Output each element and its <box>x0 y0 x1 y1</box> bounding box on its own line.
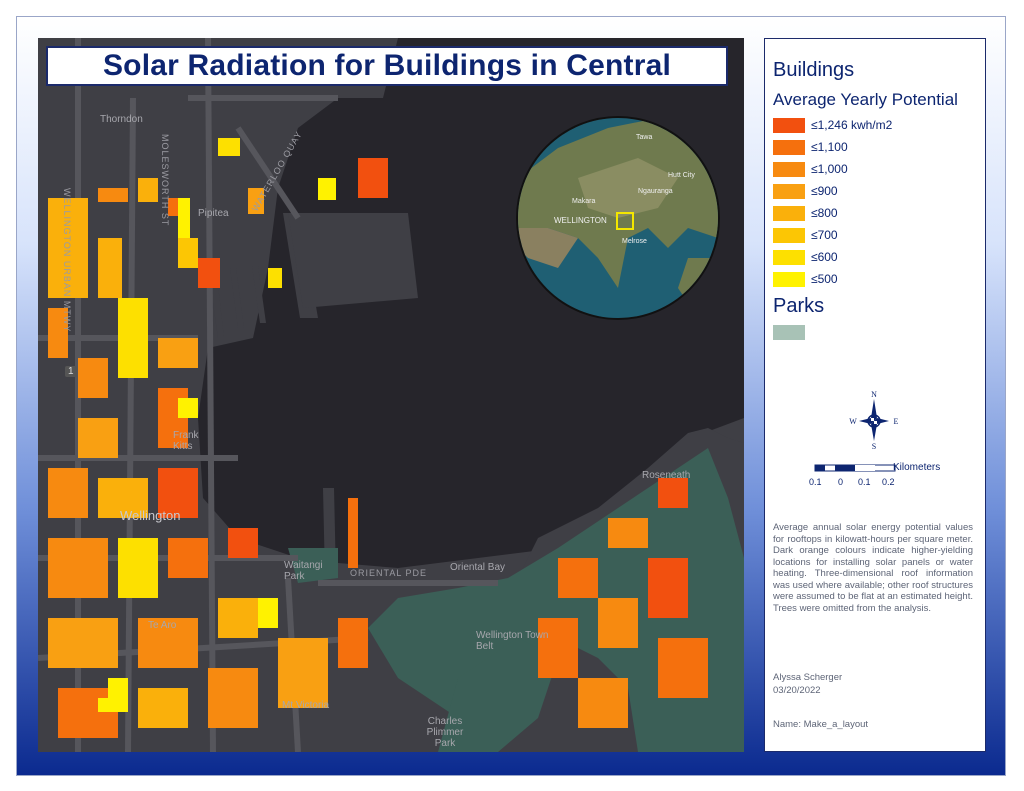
legend-swatch <box>773 139 805 155</box>
main-map[interactable]: Solar Radiation for Buildings in Central… <box>38 38 744 752</box>
legend-swatch <box>773 271 805 287</box>
legend-class-row: ≤1,100 <box>773 139 848 155</box>
legend-class-row: ≤1,000 <box>773 161 848 177</box>
legend-class-label: ≤900 <box>811 184 838 198</box>
legend-class-label: ≤700 <box>811 228 838 242</box>
inset-canvas <box>518 118 718 318</box>
compass-w: W <box>849 417 857 426</box>
inset-locator-map[interactable]: Tawa Hutt City Makara Ngauranga WELLINGT… <box>516 116 720 320</box>
north-arrow-icon: N S W E <box>849 390 899 451</box>
waitangi-park <box>288 548 338 583</box>
author-name: Alyssa Scherger <box>773 672 843 683</box>
legend-heading: Buildings <box>773 59 855 81</box>
label-waitangi-park: Waitangi Park <box>284 560 323 582</box>
label-town-belt: Wellington Town Belt <box>476 630 549 652</box>
legend-class-row: ≤700 <box>773 227 838 243</box>
scale-bar <box>814 464 896 472</box>
legend-class-label: ≤800 <box>811 206 838 220</box>
scale-tick-2: 0 <box>838 477 844 487</box>
legend-swatch <box>773 183 805 199</box>
inset-extent-indicator <box>616 212 634 230</box>
sh1-shield-icon: 1 <box>65 366 77 377</box>
legend-swatch <box>773 249 805 265</box>
legend-swatch <box>773 227 805 243</box>
inset-label-tawa: Tawa <box>636 134 653 141</box>
legend-class-row: ≤1,246 kwh/m2 <box>773 117 892 133</box>
legend-class-label: ≤600 <box>811 250 838 264</box>
legend-swatch <box>773 117 805 133</box>
compass-e: E <box>894 417 899 426</box>
label-oriental-bay: Oriental Bay <box>450 562 506 573</box>
legend-class-row: ≤800 <box>773 205 838 221</box>
map-description: Average annual solar energy potential va… <box>773 522 973 614</box>
inset-label-wellington: WELLINGTON <box>554 216 607 225</box>
inset-label-makara: Makara <box>572 198 596 205</box>
map-title: Solar Radiation for Buildings in Central <box>102 49 672 82</box>
inset-label-melrose: Melrose <box>622 238 647 245</box>
wharf-piers <box>208 213 318 338</box>
buildings-layer <box>48 138 708 738</box>
layout-name: Name: Make_a_layout <box>773 719 869 730</box>
map-date: 03/20/2022 <box>773 685 821 696</box>
inset-label-ngauranga: Ngauranga <box>638 188 673 195</box>
compass-s: S <box>872 442 876 451</box>
container-port <box>288 213 418 308</box>
legend-class-row: ≤500 <box>773 271 838 287</box>
compass-n: N <box>871 390 877 399</box>
legend-class-label: ≤1,100 <box>811 140 848 154</box>
legend-swatch <box>773 161 805 177</box>
label-urban-mtwy: WELLINGTON URBAN MTWY <box>62 188 72 333</box>
legend-class-label: ≤1,246 kwh/m2 <box>811 118 893 132</box>
map-canvas <box>38 38 744 752</box>
legend-swatch <box>773 205 805 221</box>
label-mt-victoria: Mt Victoria <box>282 700 330 711</box>
label-te-aro: Te Aro <box>148 620 177 631</box>
map-title-box: Solar Radiation for Buildings in Central <box>46 46 728 86</box>
scale-tick-1: 0.1 <box>809 477 822 487</box>
legend-class-label: ≤500 <box>811 272 838 286</box>
label-frank-kitts: Frank Kitts <box>173 430 199 452</box>
label-oriental-pde: ORIENTAL PDE <box>350 568 428 578</box>
label-wellington: Wellington <box>120 508 181 523</box>
legend-class-label: ≤1,000 <box>811 162 848 176</box>
scale-tick-3: 0.1 <box>858 477 871 487</box>
inset-label-hutt: Hutt City <box>668 172 695 179</box>
legend-class-row: ≤600 <box>773 249 838 265</box>
label-roseneath: Roseneath <box>642 470 691 481</box>
label-thorndon: Thorndon <box>100 114 143 125</box>
legend-panel: Buildings Average Yearly Potential ≤1,24… <box>764 38 986 752</box>
legend-parks-heading: Parks <box>773 295 825 317</box>
label-charles-plimmer: Charles Plimmer Park <box>426 716 464 749</box>
parks-swatch <box>773 325 805 340</box>
label-molesworth: MOLESWORTH ST <box>160 134 170 227</box>
plimmer-park <box>438 638 558 752</box>
legend-subheading: Average Yearly Potential <box>773 90 958 109</box>
label-pipitea: Pipitea <box>198 208 229 219</box>
scale-tick-4: 0.2 <box>882 477 895 487</box>
legend-class-row: ≤900 <box>773 183 838 199</box>
scale-units: Kilometers <box>893 462 941 473</box>
